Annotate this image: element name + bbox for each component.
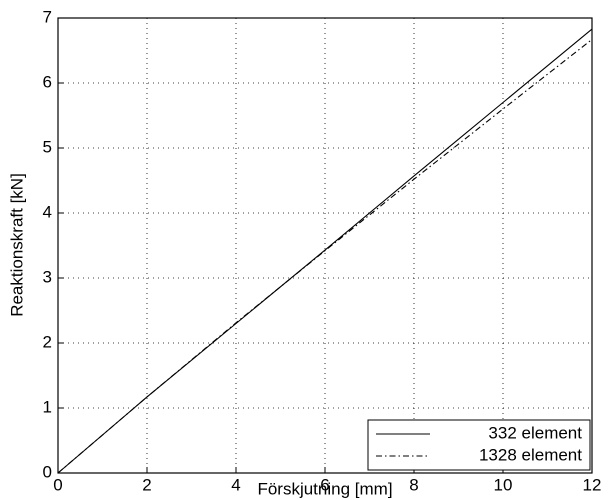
y-tick-label: 7 bbox=[43, 7, 52, 26]
y-axis-label: Reaktionskraft [kN] bbox=[7, 173, 26, 317]
x-tick-label: 4 bbox=[231, 475, 240, 494]
x-tick-label: 12 bbox=[583, 475, 602, 494]
y-tick-label: 5 bbox=[43, 137, 52, 156]
legend-label: 1328 element bbox=[479, 445, 582, 464]
y-tick-label: 6 bbox=[43, 72, 52, 91]
x-tick-label: 2 bbox=[142, 475, 151, 494]
legend-label: 332 element bbox=[488, 423, 582, 442]
y-tick-label: 0 bbox=[43, 462, 52, 481]
y-tick-label: 2 bbox=[43, 332, 52, 351]
series-line bbox=[57, 39, 593, 474]
x-tick-label: 6 bbox=[320, 475, 329, 494]
x-tick-label: 10 bbox=[494, 475, 513, 494]
y-tick-label: 1 bbox=[43, 397, 52, 416]
legend-box bbox=[367, 419, 591, 471]
y-tick-label: 4 bbox=[43, 202, 52, 221]
y-tick-label: 3 bbox=[43, 267, 52, 286]
x-tick-label: 8 bbox=[409, 475, 418, 494]
plot-frame bbox=[57, 17, 593, 474]
x-tick-label: 0 bbox=[53, 475, 62, 494]
x-axis-label: Förskjutning [mm] bbox=[257, 479, 392, 498]
